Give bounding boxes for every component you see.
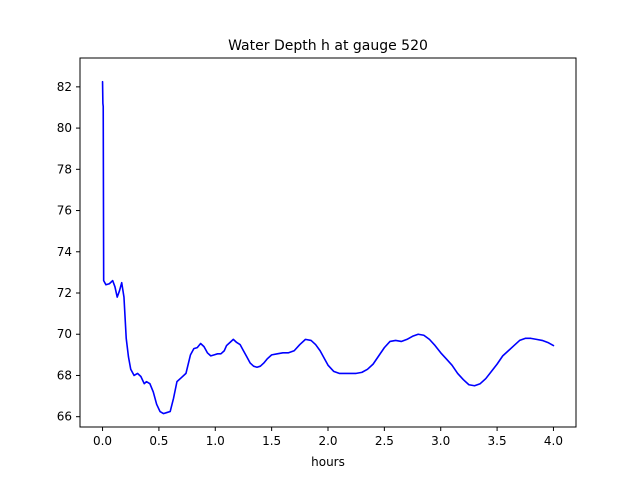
- x-tick-label: 3.0: [431, 434, 450, 448]
- y-tick-label: 70: [57, 327, 72, 341]
- x-tick-label: 1.5: [262, 434, 281, 448]
- x-tick-label: 0.5: [149, 434, 168, 448]
- y-tick-label: 80: [57, 121, 72, 135]
- y-tick-label: 78: [57, 162, 72, 176]
- x-tick-label: 4.0: [544, 434, 563, 448]
- y-axis-ticks: 66 68 70 72 74 76 78 80 82: [57, 80, 80, 424]
- x-tick-label: 0.0: [93, 434, 112, 448]
- y-tick-label: 72: [57, 286, 72, 300]
- y-tick-label: 82: [57, 80, 72, 94]
- y-tick-label: 68: [57, 368, 72, 382]
- y-tick-label: 66: [57, 410, 72, 424]
- y-tick-label: 76: [57, 204, 72, 218]
- chart-title: Water Depth h at gauge 520: [228, 38, 428, 54]
- series-line-0: [101, 80, 555, 415]
- x-tick-label: 2.5: [375, 434, 394, 448]
- plot-background: [80, 58, 576, 427]
- x-tick-label: 3.5: [488, 434, 507, 448]
- x-tick-label: 1.0: [206, 434, 225, 448]
- y-tick-label: 74: [57, 245, 72, 259]
- x-axis-ticks: 0.0 0.5 1.0 1.5 2.0 2.5 3.0 3.5 4.0: [93, 427, 563, 448]
- x-tick-label: 2.0: [318, 434, 337, 448]
- plot-area: [79, 57, 577, 428]
- x-axis-label: hours: [311, 455, 345, 469]
